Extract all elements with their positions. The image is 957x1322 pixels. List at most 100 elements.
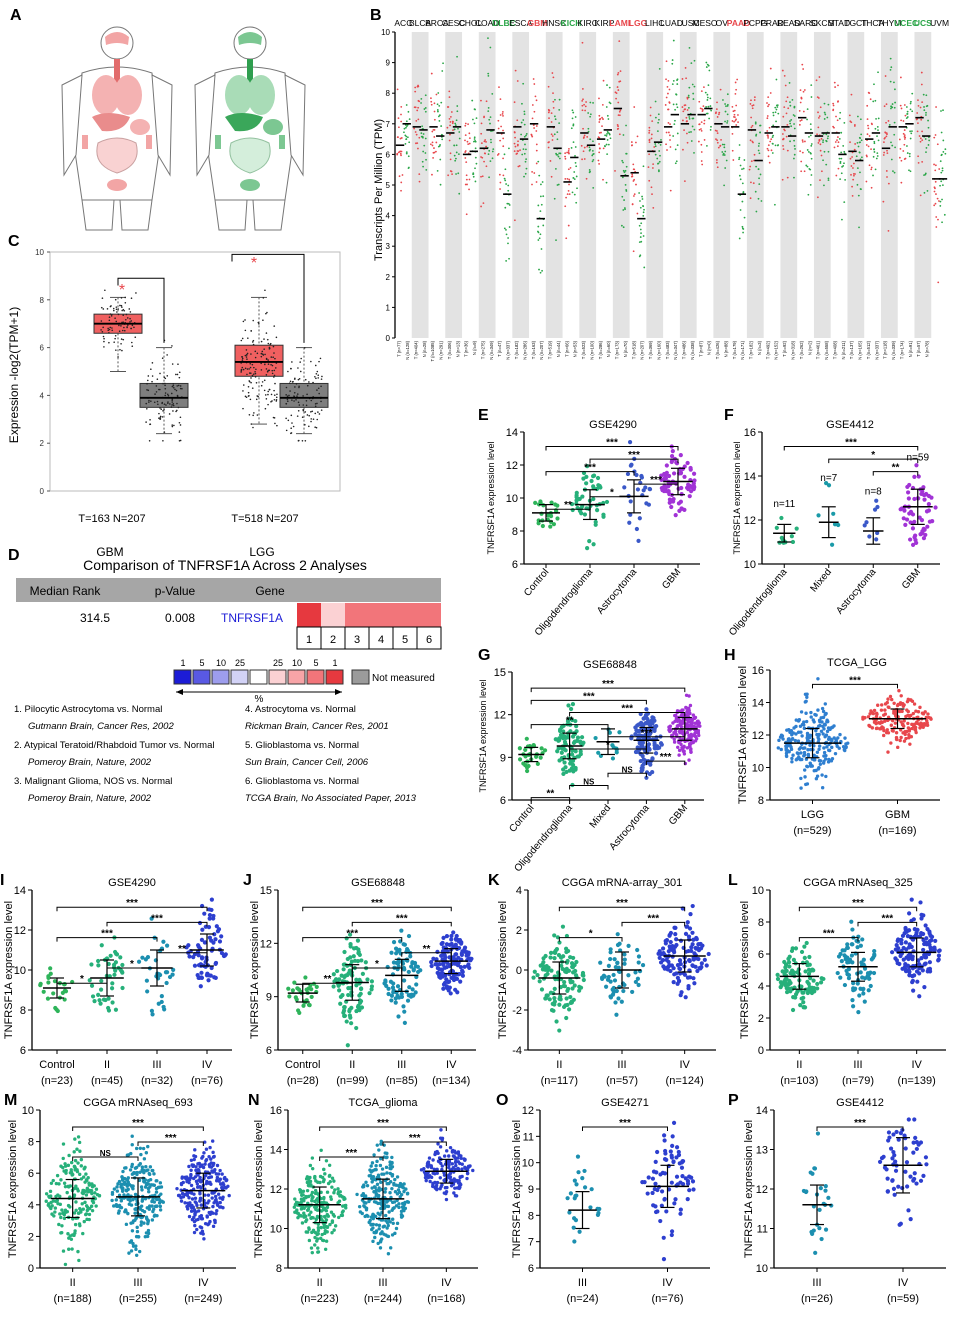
panel-i-dot: [136, 959, 142, 964]
panel-k-dot: [610, 992, 616, 997]
panel-b-dot-tumor: [432, 157, 434, 159]
panel-g-dot: [563, 765, 568, 770]
panel-b-dot-normal: [789, 140, 791, 143]
panel-f-sig-label: ***: [845, 438, 857, 449]
panel-c-dot: [250, 423, 253, 425]
panel-j-sig-label: **: [324, 974, 332, 985]
panel-c-dot: [251, 387, 254, 389]
panel-j-dot: [464, 950, 470, 955]
panel-l-dot: [855, 981, 860, 986]
panel-k-dot: [565, 1002, 570, 1008]
panel-c-dot: [306, 414, 309, 416]
panel-b-dot-normal: [939, 184, 941, 187]
panel-h-dot: [918, 722, 922, 727]
panel-d-gene: TNFRSF1A: [221, 611, 283, 625]
panel-g-dot: [691, 713, 696, 717]
panel-c-dot: [113, 341, 115, 343]
panel-b-cancer-label: KIRC: [578, 18, 598, 28]
panel-b-dot-tumor: [651, 167, 654, 169]
panel-j-dot: [359, 1005, 365, 1010]
panel-b-dot-tumor: [749, 103, 752, 105]
panel-b-dot-tumor: [567, 149, 570, 152]
panel-b-dot-tumor: [781, 69, 784, 72]
panel-e-dot: [582, 512, 588, 517]
panel-i-dot: [87, 978, 92, 983]
panel-b-dot-tumor: [598, 151, 601, 154]
panel-b-dot-tumor: [582, 150, 585, 153]
panel-b-dot-normal: [558, 98, 561, 101]
panel-l-n-label: (n=139): [898, 1075, 936, 1087]
panel-c-dot: [264, 363, 266, 366]
panel-b-dot-tumor: [937, 281, 940, 284]
panel-h-dot: [835, 744, 839, 749]
panel-b-dot-tumor: [866, 133, 869, 136]
panel-b-column-shade: [646, 32, 664, 338]
panel-i-dot: [118, 967, 123, 973]
panel-g-dot: [617, 730, 622, 735]
panel-h-dot: [816, 677, 820, 681]
panel-c-ytick-label: 8: [40, 296, 45, 305]
panel-b-dot-normal: [424, 107, 427, 109]
panel-b-dot-normal: [676, 144, 679, 147]
panel-b-dot-normal: [873, 83, 875, 86]
panel-j-dot: [429, 960, 434, 965]
panel-b-dot-tumor: [535, 149, 538, 152]
panel-j-dot: [458, 964, 463, 970]
panel-d-analysis-ref: Pomeroy Brain, Nature, 2002: [28, 757, 152, 768]
panel-c-dot: [247, 385, 250, 388]
panel-b-dot-normal: [525, 134, 527, 137]
panel-k-dot: [663, 941, 668, 946]
panel-b-cancer-label: READ: [777, 18, 801, 28]
panel-b-dot-normal: [873, 142, 876, 145]
panel-b-dot-tumor: [783, 106, 786, 108]
panel-l-dot: [801, 1000, 806, 1005]
panel-h-dot: [794, 718, 798, 722]
panel-k-dot: [677, 958, 683, 963]
panel-b-dot-normal: [825, 133, 828, 136]
panel-c-dot: [244, 367, 247, 370]
panel-g-ytick-label: 15: [494, 667, 506, 679]
panel-b-dot-normal: [705, 105, 707, 108]
panel-b-dot-tumor: [802, 110, 805, 113]
panel-c-dot: [176, 385, 179, 387]
panel-b-dot-tumor: [446, 106, 449, 108]
panel-b-dot-normal: [473, 138, 476, 140]
panel-b-dot-tumor: [464, 139, 466, 142]
panel-b-dot-tumor: [902, 120, 905, 122]
panel-b-dot-tumor: [516, 80, 519, 82]
panel-b-dot-tumor: [701, 110, 704, 113]
panel-b-dot-normal: [690, 62, 693, 65]
panel-l-dot: [838, 975, 843, 980]
panel-b-dot-normal: [773, 203, 776, 206]
panel-b-dot-normal: [538, 174, 541, 177]
panel-c-dot: [315, 377, 317, 380]
panel-j-dot: [409, 964, 414, 969]
panel-j-dot: [346, 971, 351, 976]
panel-b-dot-normal: [506, 202, 509, 205]
panel-j-sig-label: ***: [346, 929, 358, 940]
panel-m-dot: [60, 1224, 64, 1228]
panel-h-dot: [805, 764, 809, 768]
panel-b-dot-normal: [687, 96, 690, 99]
panel-h-dot: [796, 739, 801, 743]
panel-b-dot-tumor: [480, 175, 482, 178]
panel-c-dot: [298, 404, 301, 406]
panel-c-dot: [257, 321, 260, 324]
panel-d-cell-4: [369, 603, 393, 627]
panel-b-dot-normal: [672, 79, 675, 82]
panel-b-dot-normal: [639, 254, 642, 257]
panel-b-dot-normal: [492, 148, 495, 151]
panel-b-dot-tumor: [800, 160, 803, 163]
panel-b-dot-tumor: [397, 136, 399, 139]
panel-e-ytick-label: 6: [512, 559, 518, 571]
panel-f-dot: [777, 540, 782, 545]
panel-b-dot-tumor: [836, 139, 838, 141]
panel-b-dot-normal: [908, 155, 911, 158]
panel-b-dot-tumor: [566, 177, 569, 180]
panel-i-dot: [162, 1007, 167, 1012]
panel-b-dot-normal: [872, 100, 875, 103]
panel-h-dot: [802, 753, 807, 757]
panel-b-dot-normal: [504, 206, 507, 209]
panel-h-dot: [816, 708, 820, 712]
panel-c-dot: [253, 412, 255, 414]
